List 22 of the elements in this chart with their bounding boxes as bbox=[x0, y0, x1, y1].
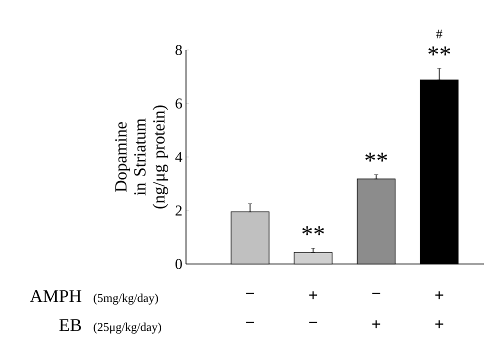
text: + bbox=[372, 320, 380, 328]
text: − bbox=[309, 322, 318, 324]
text: + bbox=[435, 320, 444, 328]
y-tick-label: 0 bbox=[176, 258, 182, 270]
text: + bbox=[309, 291, 318, 300]
text: EB bbox=[59, 319, 81, 332]
text: − bbox=[246, 292, 254, 294]
y-tick-label: 4 bbox=[175, 152, 182, 162]
y-tick-label: 6 bbox=[176, 98, 182, 109]
text: AMPH bbox=[30, 290, 82, 302]
text: # bbox=[436, 30, 442, 38]
annotation: ** bbox=[428, 46, 450, 56]
text: − bbox=[372, 292, 380, 294]
text: + bbox=[435, 291, 444, 300]
y-tick-label: 2 bbox=[176, 206, 182, 216]
text: (5mg/kg/day) bbox=[94, 294, 158, 305]
text: − bbox=[246, 322, 254, 324]
y-axis-title: Dopamine in Striatum (ng/μg protein) bbox=[115, 106, 168, 208]
y-tick-label: 8 bbox=[176, 44, 182, 56]
annotation: ** bbox=[302, 226, 324, 236]
text: (25μg/kg/day) bbox=[94, 322, 162, 334]
annotation: ** bbox=[365, 152, 388, 162]
